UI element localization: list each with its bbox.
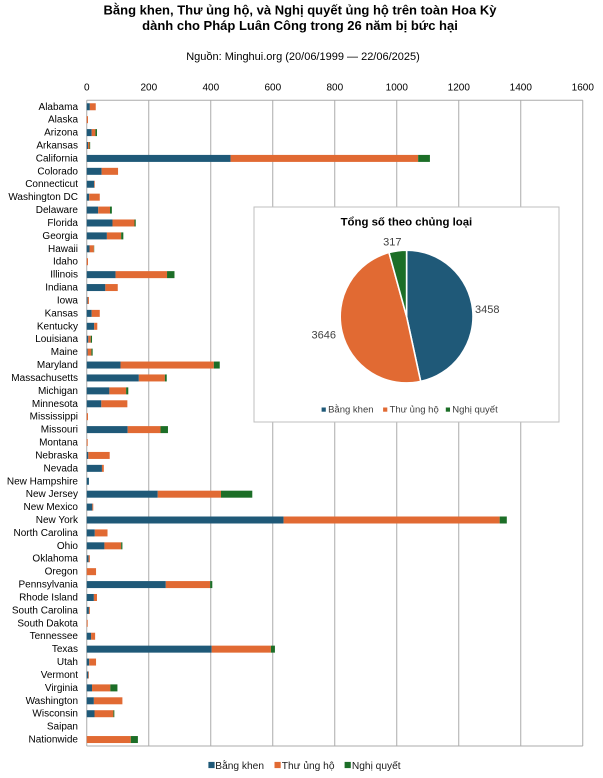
svg-text:Washington DC: Washington DC bbox=[8, 192, 78, 203]
svg-text:Vermont: Vermont bbox=[41, 670, 78, 681]
svg-text:Saipan: Saipan bbox=[47, 722, 78, 733]
svg-text:Iowa: Iowa bbox=[57, 296, 79, 307]
svg-text:Louisiana: Louisiana bbox=[35, 334, 78, 345]
svg-text:Connecticut: Connecticut bbox=[25, 179, 78, 190]
svg-text:Nevada: Nevada bbox=[44, 463, 79, 474]
svg-text:Maryland: Maryland bbox=[37, 360, 78, 371]
svg-text:1400: 1400 bbox=[510, 83, 533, 94]
svg-text:Bằng khen: Bằng khen bbox=[328, 405, 373, 416]
svg-text:New Mexico: New Mexico bbox=[24, 502, 79, 513]
svg-text:Pennsylvania: Pennsylvania bbox=[19, 580, 79, 591]
svg-text:Nationwide: Nationwide bbox=[29, 735, 79, 746]
svg-text:Illinois: Illinois bbox=[50, 270, 78, 281]
svg-text:Thư ủng hộ: Thư ủng hộ bbox=[390, 405, 439, 416]
svg-text:North Carolina: North Carolina bbox=[14, 528, 79, 539]
svg-text:Virginia: Virginia bbox=[45, 683, 79, 694]
svg-text:Bằng khen: Bằng khen bbox=[215, 759, 264, 772]
svg-text:Montana: Montana bbox=[39, 438, 78, 449]
svg-text:New Hampshire: New Hampshire bbox=[7, 476, 79, 487]
svg-text:Washington: Washington bbox=[26, 696, 78, 707]
svg-text:Michigan: Michigan bbox=[38, 386, 78, 397]
svg-text:Delaware: Delaware bbox=[36, 205, 79, 216]
svg-text:600: 600 bbox=[264, 83, 281, 94]
svg-text:South Dakota: South Dakota bbox=[17, 618, 78, 629]
svg-text:Texas: Texas bbox=[52, 644, 78, 655]
svg-text:Ohio: Ohio bbox=[57, 541, 79, 552]
svg-text:Oklahoma: Oklahoma bbox=[32, 554, 78, 565]
svg-text:Indiana: Indiana bbox=[45, 283, 78, 294]
svg-text:Tennessee: Tennessee bbox=[30, 631, 79, 642]
svg-text:Maine: Maine bbox=[51, 347, 79, 358]
svg-text:Kansas: Kansas bbox=[45, 308, 78, 319]
svg-text:Georgia: Georgia bbox=[42, 231, 78, 242]
svg-text:1000: 1000 bbox=[386, 83, 409, 94]
svg-text:Hawaii: Hawaii bbox=[48, 244, 78, 255]
svg-text:Florida: Florida bbox=[47, 218, 78, 229]
svg-text:California: California bbox=[36, 153, 79, 164]
svg-text:3646: 3646 bbox=[312, 329, 336, 341]
svg-text:Thư ủng hộ: Thư ủng hộ bbox=[282, 760, 335, 772]
svg-text:200: 200 bbox=[140, 83, 157, 94]
svg-text:Bằng khen, Thư ủng hộ, và Nghị: Bằng khen, Thư ủng hộ, và Nghị quyết ủng… bbox=[104, 3, 498, 18]
svg-text:Idaho: Idaho bbox=[53, 257, 78, 268]
svg-text:Nghị quyết: Nghị quyết bbox=[352, 760, 401, 772]
svg-text:New York: New York bbox=[36, 515, 79, 526]
svg-text:0: 0 bbox=[84, 83, 90, 94]
svg-text:Nghị quyết: Nghị quyết bbox=[452, 405, 498, 416]
svg-text:Arkansas: Arkansas bbox=[36, 141, 78, 152]
svg-text:Utah: Utah bbox=[57, 657, 78, 668]
svg-text:317: 317 bbox=[383, 237, 401, 249]
svg-text:800: 800 bbox=[326, 83, 343, 94]
svg-text:dành cho Pháp Luân Công trong: dành cho Pháp Luân Công trong 26 năm bị … bbox=[142, 18, 458, 33]
svg-text:Alaska: Alaska bbox=[48, 115, 78, 126]
svg-text:1200: 1200 bbox=[448, 83, 471, 94]
svg-text:Minnesota: Minnesota bbox=[32, 399, 79, 410]
svg-text:Mississippi: Mississippi bbox=[30, 412, 78, 423]
svg-text:Arizona: Arizona bbox=[44, 128, 78, 139]
svg-text:400: 400 bbox=[202, 83, 219, 94]
svg-text:Alabama: Alabama bbox=[39, 102, 79, 113]
svg-text:Nguồn: Minghui.org (20/06/1999: Nguồn: Minghui.org (20/06/1999 — 22/06/2… bbox=[186, 51, 420, 63]
svg-text:Nebraska: Nebraska bbox=[35, 450, 78, 461]
svg-text:Wisconsin: Wisconsin bbox=[32, 709, 78, 720]
svg-text:Missouri: Missouri bbox=[41, 425, 78, 436]
svg-text:Massachusetts: Massachusetts bbox=[11, 373, 78, 384]
svg-text:Rhode Island: Rhode Island bbox=[19, 593, 78, 604]
svg-text:Kentucky: Kentucky bbox=[37, 321, 78, 332]
svg-text:1600: 1600 bbox=[572, 83, 595, 94]
svg-text:Colorado: Colorado bbox=[37, 166, 78, 177]
svg-text:New Jersey: New Jersey bbox=[26, 489, 78, 500]
svg-text:3458: 3458 bbox=[475, 304, 499, 316]
svg-text:Tổng số theo chủng loại: Tổng số theo chủng loại bbox=[341, 216, 473, 228]
svg-text:South Carolina: South Carolina bbox=[12, 605, 79, 616]
svg-text:Oregon: Oregon bbox=[45, 567, 78, 578]
